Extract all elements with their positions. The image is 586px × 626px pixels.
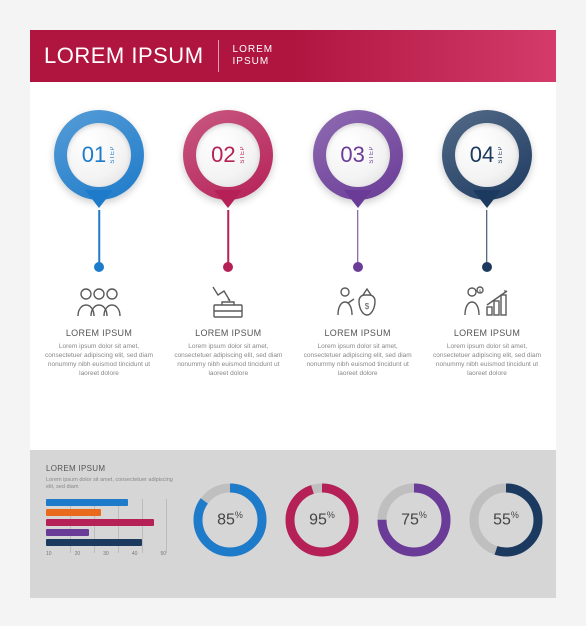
- bar-chart-body: Lorem ipsum dolor sit amet, consectetuer…: [46, 477, 176, 491]
- step-number: 04: [470, 142, 494, 168]
- axis-tick: 30: [103, 551, 109, 565]
- pin-stem: [98, 210, 100, 264]
- svg-text:$: $: [364, 302, 369, 311]
- person-bars-icon: $: [463, 282, 511, 322]
- pin-inner: 01 STEP: [67, 123, 131, 187]
- donut-chart: 85%: [190, 480, 270, 560]
- donut-chart: 95%: [282, 480, 362, 560]
- pin-tail: [473, 190, 501, 208]
- pin-tail: [214, 190, 242, 208]
- header-subtitle-line1: LOREM: [233, 44, 274, 56]
- donuts-row: 85% 95% 75% 55%: [190, 480, 546, 560]
- briefcase-chart-icon: [208, 282, 248, 322]
- step-column: 04 STEP $ LOREM IPSUM Lorem ipsum dolor …: [428, 110, 546, 378]
- bar-chart-gridline: [166, 499, 167, 553]
- pin-tail: [85, 190, 113, 208]
- pin-outer: 03 STEP: [313, 110, 403, 200]
- pin-dot: [353, 262, 363, 272]
- bar: [46, 519, 154, 526]
- pin-outer: 01 STEP: [54, 110, 144, 200]
- step-number: 03: [340, 142, 364, 168]
- pin-stem: [486, 210, 488, 264]
- pin-inner: 03 STEP: [326, 123, 390, 187]
- header-subtitle-line2: IPSUM: [233, 56, 274, 68]
- people-icon: [76, 282, 122, 322]
- pin-outer: 02 STEP: [183, 110, 273, 200]
- bar: [46, 499, 128, 506]
- step-word: STEP: [369, 146, 375, 164]
- step-heading: LOREM IPSUM: [195, 328, 261, 338]
- donut-chart: 55%: [466, 480, 546, 560]
- pin-stem: [228, 210, 230, 264]
- step-body: Lorem ipsum dolor sit amet, consectetuer…: [169, 342, 287, 378]
- bar: [46, 529, 89, 536]
- step-word: STEP: [240, 146, 246, 164]
- pin-stem: [357, 210, 359, 264]
- bar-chart-gridline: [142, 499, 143, 553]
- step-column: 01 STEP LOREM IPSUM Lorem ipsum dolor si…: [40, 110, 158, 378]
- donut-percent: 75%: [401, 510, 427, 529]
- axis-tick: 50: [160, 551, 166, 565]
- bar: [46, 509, 101, 516]
- bar: [46, 539, 142, 546]
- infographic-canvas: LOREM IPSUM LOREM IPSUM 01 STEP LOREM IP…: [0, 0, 586, 626]
- bottom-panel: LOREM IPSUM Lorem ipsum dolor sit amet, …: [30, 450, 556, 598]
- bar-chart-axis: 10 20 30 40 50: [46, 551, 166, 565]
- pin-outer: 04 STEP: [442, 110, 532, 200]
- pin-inner: 04 STEP: [455, 123, 519, 187]
- pin-dot: [94, 262, 104, 272]
- bar-chart-block: LOREM IPSUM Lorem ipsum dolor sit amet, …: [46, 464, 176, 563]
- step-number: 01: [82, 142, 106, 168]
- donut-percent: 95%: [309, 510, 335, 529]
- pin-marker: 01 STEP: [49, 110, 149, 280]
- pin-marker: 02 STEP: [178, 110, 278, 280]
- step-body: Lorem ipsum dolor sit amet, consectetuer…: [299, 342, 417, 378]
- step-heading: LOREM IPSUM: [325, 328, 391, 338]
- step-word: STEP: [110, 146, 116, 164]
- person-money-icon: $: [335, 282, 381, 322]
- header-subtitle: LOREM IPSUM: [233, 44, 274, 68]
- header-band: LOREM IPSUM LOREM IPSUM: [30, 30, 556, 82]
- header-title: LOREM IPSUM: [44, 43, 204, 69]
- pin-dot: [482, 262, 492, 272]
- step-number: 02: [211, 142, 235, 168]
- steps-row: 01 STEP LOREM IPSUM Lorem ipsum dolor si…: [40, 110, 546, 378]
- donut-percent: 85%: [217, 510, 243, 529]
- donut-percent: 55%: [493, 510, 519, 529]
- step-body: Lorem ipsum dolor sit amet, consectetuer…: [40, 342, 158, 378]
- step-word: STEP: [498, 146, 504, 164]
- step-body: Lorem ipsum dolor sit amet, consectetuer…: [428, 342, 546, 378]
- pin-marker: 03 STEP: [308, 110, 408, 280]
- pin-marker: 04 STEP: [437, 110, 537, 280]
- bar-chart-heading: LOREM IPSUM: [46, 464, 176, 473]
- header-divider: [218, 40, 219, 72]
- pin-dot: [223, 262, 233, 272]
- step-column: 02 STEP LOREM IPSUM Lorem ipsum dolor si…: [169, 110, 287, 378]
- pin-tail: [344, 190, 372, 208]
- step-column: 03 STEP $ LOREM IPSUM Lorem ipsum dolor …: [299, 110, 417, 378]
- bar-chart: 10 20 30 40 50: [46, 499, 166, 563]
- axis-tick: 20: [75, 551, 81, 565]
- pin-inner: 02 STEP: [196, 123, 260, 187]
- axis-tick: 40: [132, 551, 138, 565]
- donut-chart: 75%: [374, 480, 454, 560]
- step-heading: LOREM IPSUM: [66, 328, 132, 338]
- axis-tick: 10: [46, 551, 52, 565]
- step-heading: LOREM IPSUM: [454, 328, 520, 338]
